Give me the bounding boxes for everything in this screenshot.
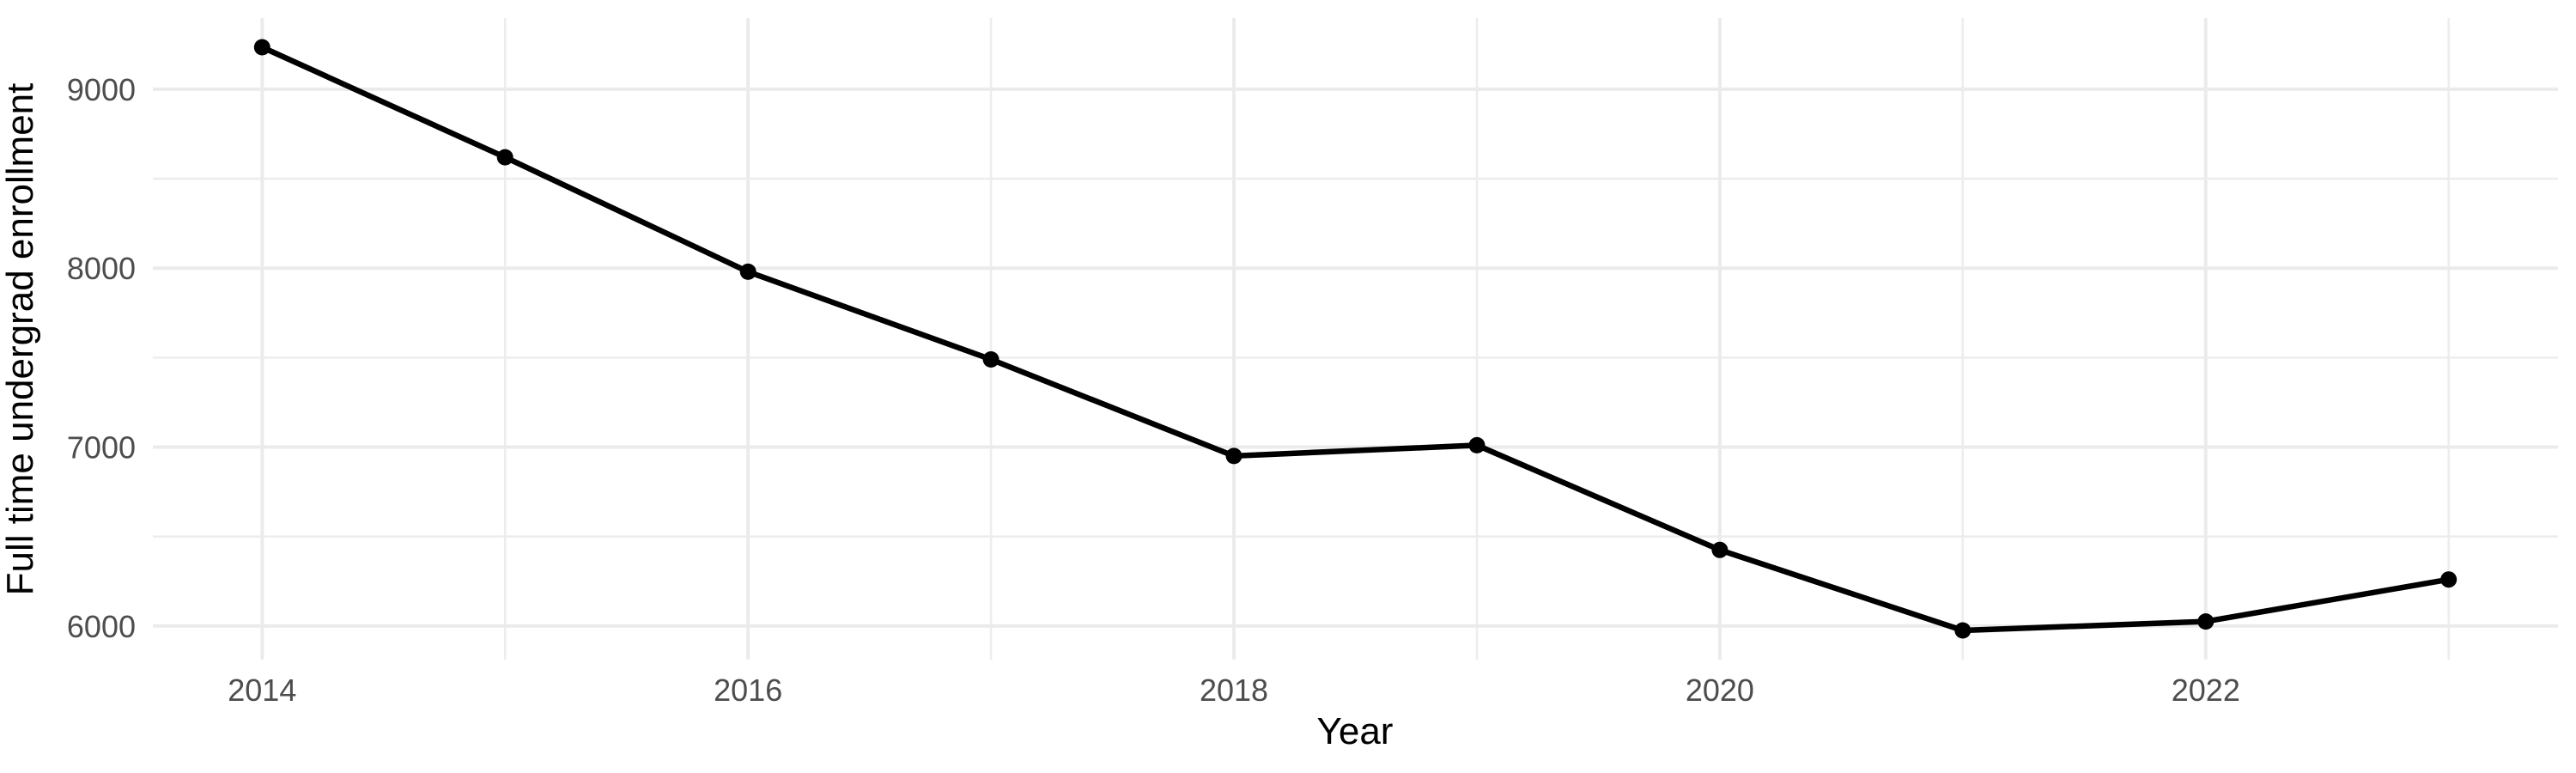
x-tick-label: 2014: [228, 673, 296, 708]
y-tick-label: 8000: [67, 251, 136, 286]
enrollment-line: [259, 44, 2451, 634]
y-tick-labels: 6000 7000 8000 9000: [67, 72, 136, 644]
data-point: [253, 39, 270, 56]
data-point: [1225, 447, 1242, 465]
y-tick-label: 9000: [67, 72, 136, 107]
y-axis-title: Full time undergrad enrollment: [0, 83, 41, 596]
data-point: [1954, 622, 1971, 639]
y-tick-label: 6000: [67, 609, 136, 644]
x-tick-labels: 2014 2016 2018 2020 2022: [228, 673, 2240, 708]
x-tick-label: 2022: [2172, 673, 2240, 708]
data-point: [496, 149, 513, 166]
x-tick-label: 2016: [714, 673, 782, 708]
data-point: [982, 351, 999, 368]
data-point: [1468, 436, 1485, 453]
x-tick-label: 2020: [1686, 673, 1754, 708]
gridlines-minor: [153, 18, 2558, 660]
x-axis-title: Year: [1317, 710, 1394, 752]
data-point: [1711, 541, 1728, 558]
x-tick-label: 2018: [1200, 673, 1268, 708]
y-tick-label: 7000: [67, 430, 136, 466]
data-point: [739, 263, 756, 280]
data-point: [2440, 571, 2458, 588]
series-enrollment: [253, 39, 2458, 639]
data-point: [2197, 613, 2215, 630]
